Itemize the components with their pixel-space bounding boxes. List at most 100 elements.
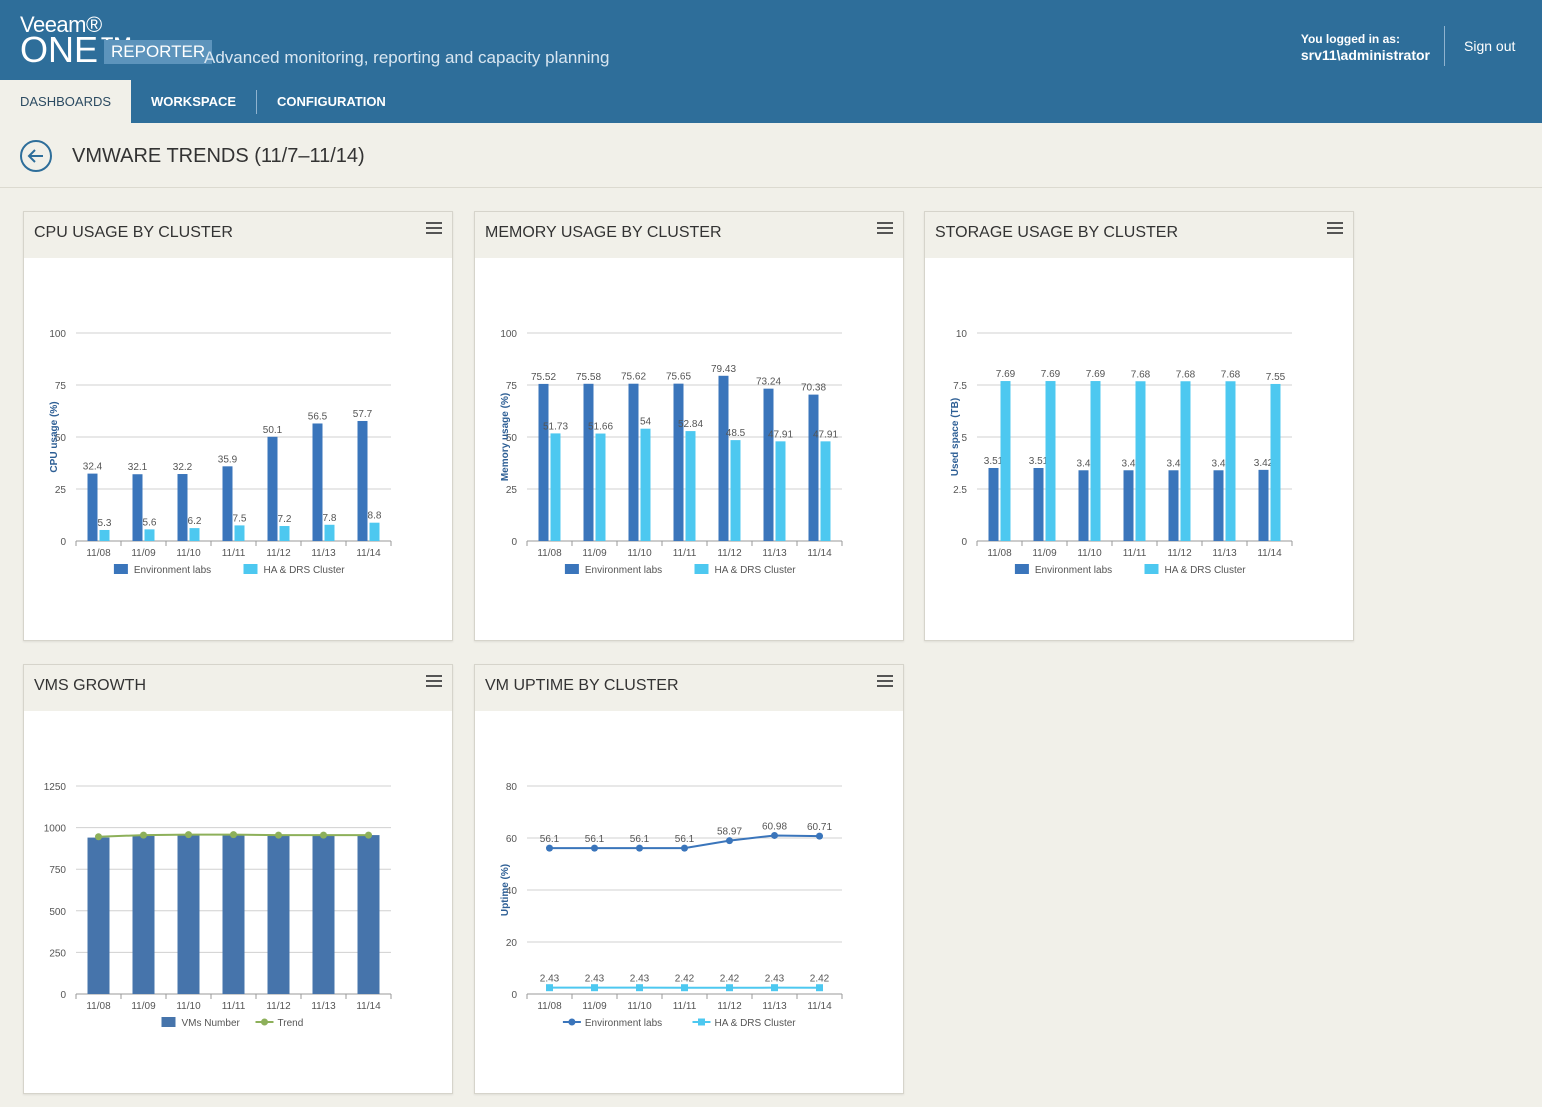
data-label: 6.2 bbox=[188, 516, 202, 527]
x-tick-label: 11/09 bbox=[582, 548, 607, 559]
y-tick-label: 75 bbox=[55, 381, 67, 392]
data-label: 58.97 bbox=[717, 827, 742, 838]
x-tick-label: 11/11 bbox=[673, 1001, 697, 1012]
y-axis-label: Uptime (%) bbox=[500, 864, 511, 916]
x-tick-label: 11/10 bbox=[176, 548, 201, 559]
x-tick-label: 11/13 bbox=[311, 548, 336, 559]
legend-label: HA & DRS Cluster bbox=[715, 565, 797, 576]
header-divider bbox=[1444, 26, 1445, 66]
back-button[interactable] bbox=[20, 140, 52, 172]
x-tick-label: 11/08 bbox=[537, 1001, 562, 1012]
x-tick-label: 11/14 bbox=[807, 548, 832, 559]
y-tick-label: 80 bbox=[506, 782, 518, 793]
data-point bbox=[771, 984, 778, 992]
legend-label: Trend bbox=[278, 1018, 304, 1029]
bar bbox=[1213, 470, 1224, 541]
data-label: 75.52 bbox=[531, 372, 556, 383]
hamburger-menu-icon[interactable] bbox=[877, 675, 893, 689]
data-label: 2.43 bbox=[630, 974, 650, 985]
y-axis-label: Memory usage (%) bbox=[500, 393, 511, 481]
x-tick-label: 11/08 bbox=[86, 548, 111, 559]
legend-marker bbox=[568, 1018, 576, 1026]
bar bbox=[132, 474, 143, 541]
data-label: 2.43 bbox=[765, 974, 785, 985]
bar bbox=[1033, 467, 1044, 541]
data-label: 57.7 bbox=[353, 409, 373, 420]
y-tick-label: 750 bbox=[49, 865, 66, 876]
data-label: 2.43 bbox=[585, 974, 605, 985]
data-label: 7.69 bbox=[1041, 369, 1061, 380]
data-label: 7.68 bbox=[1176, 369, 1196, 380]
y-tick-label: 0 bbox=[511, 990, 517, 1001]
data-label: 3.51 bbox=[984, 456, 1004, 467]
bar bbox=[1135, 381, 1146, 541]
hamburger-menu-icon[interactable] bbox=[426, 675, 442, 689]
data-label: 32.1 bbox=[128, 462, 148, 473]
legend-label: VMs Number bbox=[182, 1018, 241, 1029]
data-point bbox=[636, 844, 643, 852]
data-point bbox=[591, 844, 598, 852]
x-tick-label: 11/14 bbox=[1257, 548, 1282, 559]
bar bbox=[1180, 381, 1191, 541]
panel-header: MEMORY USAGE BY CLUSTER bbox=[475, 212, 903, 258]
data-point bbox=[591, 984, 598, 992]
data-label: 2.42 bbox=[675, 974, 695, 985]
bar bbox=[324, 524, 335, 541]
data-point bbox=[320, 831, 327, 839]
y-tick-label: 40 bbox=[506, 886, 518, 897]
data-label: 5.3 bbox=[98, 518, 112, 529]
legend-marker bbox=[698, 1018, 705, 1026]
data-label: 56.1 bbox=[675, 834, 695, 845]
x-tick-label: 11/14 bbox=[356, 1001, 381, 1012]
y-tick-label: 0 bbox=[511, 537, 517, 548]
data-point bbox=[636, 984, 643, 992]
bar bbox=[628, 383, 639, 541]
x-tick-label: 11/09 bbox=[1032, 548, 1057, 559]
user-name: srv11\administrator bbox=[1300, 47, 1430, 63]
bar bbox=[808, 394, 819, 541]
tab-dashboards[interactable]: DASHBOARDS bbox=[0, 80, 132, 123]
panel-title: CPU USAGE BY CLUSTER bbox=[34, 224, 233, 241]
data-label: 79.43 bbox=[711, 364, 736, 375]
x-tick-label: 11/13 bbox=[762, 548, 787, 559]
data-label: 7.8 bbox=[323, 513, 337, 524]
bar bbox=[357, 420, 368, 541]
tab-workspace[interactable]: WORKSPACE bbox=[151, 94, 237, 109]
bar bbox=[267, 835, 290, 994]
data-label: 8.8 bbox=[368, 511, 382, 522]
bar bbox=[1258, 469, 1269, 541]
storage-usage-chart: 0 2.5 5 7.5 10 11/08 11/09 11/10 11/11 11/12 11/13… bbox=[950, 329, 1293, 576]
data-label: 73.24 bbox=[756, 377, 781, 388]
hamburger-menu-icon[interactable] bbox=[1327, 222, 1343, 236]
bar bbox=[538, 383, 549, 541]
y-tick-label: 1250 bbox=[44, 782, 67, 793]
bar bbox=[673, 383, 684, 541]
data-point bbox=[185, 831, 192, 839]
tab-configuration[interactable]: CONFIGURATION bbox=[277, 94, 386, 109]
hamburger-menu-icon[interactable] bbox=[426, 222, 442, 236]
data-label: 50.1 bbox=[263, 425, 283, 436]
data-label: 56.1 bbox=[585, 834, 605, 845]
x-tick-label: 11/12 bbox=[266, 548, 291, 559]
vm-uptime-chart: 0 20 40 60 80 11/08 11/09 11/10 11/11 11/12 11/13 1… bbox=[500, 782, 843, 1029]
legend-label: Environment labs bbox=[1035, 565, 1112, 576]
y-tick-label: 5 bbox=[961, 433, 967, 444]
panel-header: VM UPTIME BY CLUSTER bbox=[475, 665, 903, 711]
legend-label: HA & DRS Cluster bbox=[264, 565, 346, 576]
x-tick-label: 11/12 bbox=[1167, 548, 1192, 559]
user-label: You logged in as: bbox=[1300, 32, 1400, 46]
y-tick-label: 100 bbox=[500, 329, 517, 340]
x-tick-label: 11/11 bbox=[222, 548, 246, 559]
data-label: 7.55 bbox=[1266, 372, 1286, 383]
data-label: 32.2 bbox=[173, 462, 193, 473]
panel-header: CPU USAGE BY CLUSTER bbox=[24, 212, 452, 258]
sign-out-link[interactable]: Sign out bbox=[1464, 38, 1516, 54]
hamburger-menu-icon[interactable] bbox=[877, 222, 893, 236]
x-tick-label: 11/12 bbox=[717, 548, 742, 559]
bar bbox=[718, 375, 729, 541]
x-tick-label: 11/09 bbox=[131, 548, 156, 559]
data-point bbox=[546, 844, 553, 852]
data-label: 51.66 bbox=[588, 422, 613, 433]
bar bbox=[279, 526, 290, 541]
bar bbox=[234, 525, 245, 541]
